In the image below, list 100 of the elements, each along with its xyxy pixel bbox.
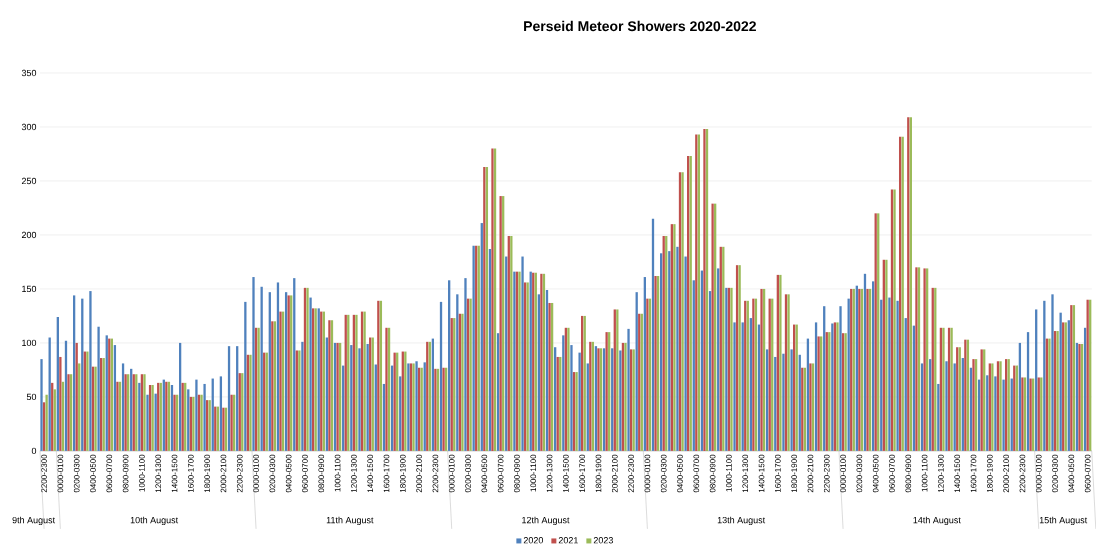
bar <box>676 246 679 451</box>
x-tick-label: 1200-1300 <box>742 454 749 493</box>
x-tick-label: 1600-1700 <box>187 454 194 493</box>
x-tick-label: 0800-0900 <box>709 454 716 493</box>
bar <box>1051 294 1054 451</box>
chart-title: Perseid Meteor Showers 2020-2022 <box>524 20 756 32</box>
x-tick-label: 1600-1700 <box>970 454 977 493</box>
x-tick-label: 0200-0300 <box>465 454 471 493</box>
bar <box>888 297 891 451</box>
x-tick-label: 0200-0300 <box>856 454 863 493</box>
x-tick-label: 1000-1100 <box>726 454 732 492</box>
legend-label: 2023 <box>593 537 613 544</box>
bar <box>937 384 940 451</box>
bar <box>733 322 736 451</box>
bar <box>619 350 622 451</box>
bar <box>782 353 785 451</box>
x-tick-label: 0600-0700 <box>693 454 700 493</box>
x-tick-label: 0600-0700 <box>106 454 113 493</box>
bar <box>203 384 206 451</box>
x-tick-label: 0000-0100 <box>644 454 651 493</box>
x-tick-label: 1600-1700 <box>383 454 390 493</box>
x-tick-label: 1800-1900 <box>986 454 993 493</box>
bar <box>627 328 630 451</box>
bar <box>1002 379 1005 451</box>
x-tick-label: 1400-1500 <box>954 454 961 493</box>
x-tick-label: 0600-0700 <box>1084 454 1091 493</box>
x-tick-label: 0000-0100 <box>57 454 64 493</box>
x-tick-label: 1000-1100 <box>530 454 537 492</box>
x-tick-label: 2000-2100 <box>807 454 814 493</box>
x-tick-label: 1400-1500 <box>367 454 374 493</box>
bar <box>366 344 369 451</box>
x-tick-label: 2200-2300 <box>41 454 47 493</box>
x-tick-label: 1200-1300 <box>155 454 162 493</box>
bar <box>309 297 312 451</box>
x-tick-label: 0200-0300 <box>660 454 667 493</box>
x-tick-label: 1800-1900 <box>595 454 602 493</box>
x-tick-label: 1200-1300 <box>938 454 944 493</box>
x-tick-label: 0400-0500 <box>285 454 292 493</box>
y-tick-label: 350 <box>21 69 37 77</box>
x-tick-label: 0200-0300 <box>73 454 80 493</box>
bar <box>839 306 842 451</box>
x-tick-label: 0400-0500 <box>872 454 879 493</box>
x-tick-label: 2200-2300 <box>823 454 830 493</box>
bar <box>40 359 43 451</box>
text: 12th August <box>522 516 570 526</box>
x-tick-label: 2000-2100 <box>416 454 422 493</box>
x-tick-label: 0600-0700 <box>889 454 895 493</box>
bar <box>578 352 581 451</box>
x-tick-label: 0800-0900 <box>122 454 129 493</box>
bar <box>464 278 467 451</box>
x-tick-label: 1600-1700 <box>775 454 781 493</box>
x-tick-label: 2200-2300 <box>628 454 634 493</box>
x-tick-label: 0000-0100 <box>840 454 846 493</box>
x-tick-label: 0200-0300 <box>269 454 276 493</box>
bar <box>138 382 141 451</box>
x-tick-label: 2200-2300 <box>432 454 439 493</box>
bar <box>89 291 92 451</box>
y-tick-label: 100 <box>22 339 37 347</box>
bar <box>994 376 997 451</box>
text: 9th August <box>12 516 56 526</box>
x-tick-label: 0000-0100 <box>253 454 259 493</box>
x-tick-label: 1800-1900 <box>791 454 797 493</box>
x-tick-label: 2200-2300 <box>1019 454 1026 493</box>
y-tick-label: 150 <box>22 285 37 293</box>
bar <box>301 341 304 451</box>
bar <box>521 256 524 451</box>
bar <box>945 361 948 451</box>
bar <box>45 394 48 451</box>
x-tick-label: 0400-0500 <box>90 454 96 493</box>
x-tick-label: 0800-0900 <box>905 454 912 493</box>
x-tick-label: 1600-1700 <box>579 454 585 493</box>
x-tick-label: 0400-0500 <box>481 454 488 493</box>
x-tick-label: 1000-1100 <box>921 454 928 492</box>
x-tick-label: 1200-1300 <box>546 454 553 493</box>
x-tick-label: 1400-1500 <box>563 454 569 493</box>
x-tick-label: 1400-1500 <box>758 454 765 493</box>
bar <box>97 326 100 451</box>
bar <box>358 348 361 451</box>
x-tick-label: 0600-0700 <box>497 454 504 493</box>
text: 15th August <box>1039 516 1088 526</box>
bar <box>146 394 149 451</box>
x-tick-label: 1200-1300 <box>351 454 357 493</box>
text: 10th August <box>130 516 179 526</box>
x-tick-label: 0200-0300 <box>1052 454 1058 493</box>
x-tick-label: 0800-0900 <box>514 454 520 493</box>
y-tick-label: 250 <box>21 177 37 185</box>
text: 13th August <box>717 516 766 526</box>
x-tick-label: 2000-2100 <box>220 454 227 493</box>
x-tick-label: 1000-1100 <box>139 454 145 492</box>
x-tick-label: 0000-0100 <box>1035 454 1042 493</box>
x-tick-label: 2000-2100 <box>611 454 618 493</box>
x-tick-label: 2000-2100 <box>1003 454 1009 493</box>
bar <box>195 379 198 451</box>
x-tick-label: 0600-0700 <box>302 454 308 493</box>
x-tick-label: 1800-1900 <box>399 454 406 493</box>
bar <box>684 256 687 451</box>
bar <box>252 277 255 451</box>
bar <box>896 300 899 451</box>
y-tick-label: 50 <box>26 393 37 401</box>
x-tick-label: 0400-0500 <box>1068 454 1075 493</box>
